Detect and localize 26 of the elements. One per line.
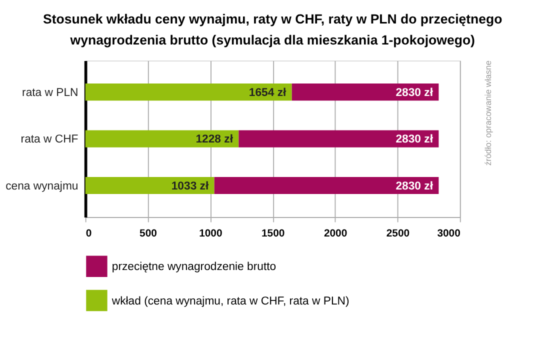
bar (85, 130, 239, 148)
bar (238, 130, 439, 148)
bar (85, 176, 214, 194)
legend-label: przeciętne wynagrodzenie brutto (112, 261, 276, 274)
y-tick-label: rata w CHF (20, 134, 78, 146)
total-label: 2830 zł (396, 134, 434, 146)
x-tick-label: 0 (86, 228, 92, 240)
x-tick-label: 3000 (437, 228, 461, 240)
data-label: 1228 zł (196, 134, 234, 146)
bar (85, 84, 292, 101)
data-label: 1033 zł (171, 180, 210, 192)
legend-label: wkład (cena wynajmu, rata w CHF, rata w PLN) (110, 295, 350, 308)
text: źródło: opracowanie własne (483, 60, 494, 166)
x-tick-label: 500 (140, 228, 158, 240)
x-tick-label: 2000 (324, 228, 348, 240)
total-label: 2830 zł (396, 180, 434, 192)
x-tick-label: 2500 (386, 228, 410, 240)
total-label: 2830 zł (396, 86, 434, 99)
x-tick-label: 1000 (199, 228, 222, 240)
x-tick-label: 1500 (262, 228, 285, 240)
data-label: 1654 zł (248, 86, 288, 99)
chart-title: Stosunek wkładu ceny wynajmu, raty w CHF, raty w PLN do przeciętnego wynagrodzenia brutto (symulacja dla mieszkania 1-pokojowego) (43, 12, 502, 48)
bar (292, 84, 439, 101)
y-tick-label: rata w PLN (22, 86, 78, 99)
y-tick-label: cena wynajmu (6, 180, 78, 192)
bar (214, 176, 439, 194)
